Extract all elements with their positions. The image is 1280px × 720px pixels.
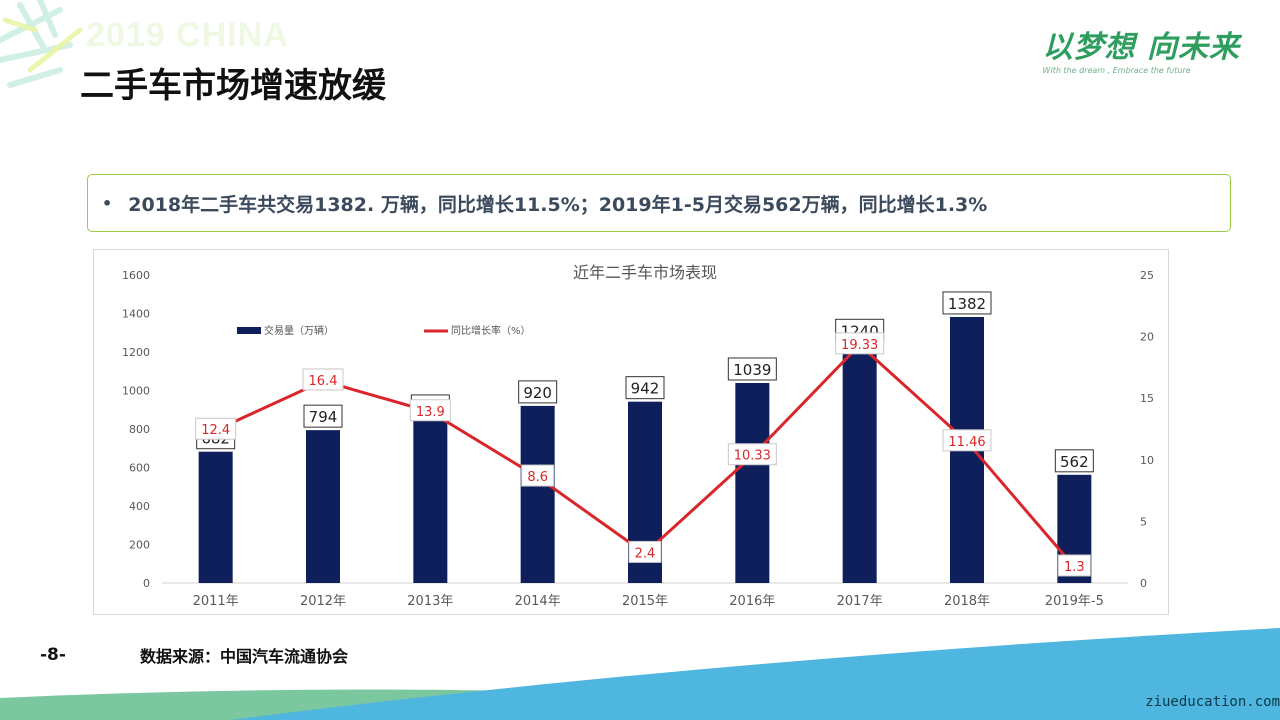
line-value-box <box>302 368 344 391</box>
bar-value-box <box>727 357 777 381</box>
y-right-tick-label: 10 <box>1140 454 1154 467</box>
watermark-text: 2019 CHINA <box>86 16 289 54</box>
y-left-tick-label: 400 <box>129 500 150 513</box>
chart-frame: 近年二手车市场表现 0 200 400 600 800 1000 1200 1400 1600 0 5… <box>93 249 1169 615</box>
x-tick-label: 2013年 <box>407 594 453 609</box>
bar-value-box <box>303 404 343 428</box>
bar-value-box <box>625 376 665 400</box>
y-right-tick-label: 15 <box>1140 392 1154 405</box>
site-watermark: ziueducation.com <box>1145 694 1280 710</box>
legend-bar-label: 交易量（万辆） <box>264 324 334 337</box>
decorative-burst <box>0 0 83 88</box>
line-value-label: 1.3 <box>1064 560 1085 575</box>
bar-value-label: 920 <box>523 384 552 402</box>
bar <box>520 405 555 583</box>
line-value-box <box>195 417 237 440</box>
summary-callout: • 2018年二手车共交易1382. 万辆，同比增长11.5%；2019年1-5… <box>87 174 1231 232</box>
bar <box>735 382 770 583</box>
x-tick-label: 2019年-5 <box>1045 594 1104 609</box>
bar-value-label: 1039 <box>733 361 771 379</box>
x-tick-label: 2017年 <box>837 594 883 609</box>
y-left-tick-label: 1200 <box>122 346 150 359</box>
y-right-tick-label: 5 <box>1140 515 1147 528</box>
y-left-tick-label: 1600 <box>122 269 150 282</box>
y-left-tick-label: 0 <box>143 577 150 590</box>
data-source: 数据来源：中国汽车流通协会 <box>140 647 349 666</box>
bar <box>842 344 877 583</box>
bar-value-label: 794 <box>309 408 338 426</box>
x-tick-label: 2015年 <box>622 594 668 609</box>
bar-value-label: 1382 <box>948 295 986 313</box>
line-value-box <box>1057 554 1091 577</box>
line-value-label: 19.33 <box>841 338 878 353</box>
line-value-label: 16.4 <box>309 374 338 389</box>
line-value-box <box>521 464 555 487</box>
line-value-label: 10.33 <box>734 449 771 464</box>
chart-title: 近年二手车市场表现 <box>573 263 717 282</box>
y-right-tick-label: 25 <box>1140 269 1154 282</box>
line-value-box <box>727 443 777 466</box>
y-left-tick-label: 200 <box>129 539 150 552</box>
legend-line-label: 同比增长率（%） <box>451 324 531 337</box>
logo-slogan: 以梦想 向未来 <box>1042 30 1240 65</box>
bar <box>198 451 233 583</box>
line-value-box <box>409 399 451 422</box>
x-tick-label: 2012年 <box>300 594 346 609</box>
x-tick-label: 2016年 <box>729 594 775 609</box>
line-value-box <box>628 540 662 563</box>
y-left-tick-label: 600 <box>129 462 150 475</box>
logo-tagline: With the dream , Embrace the future <box>1042 66 1191 75</box>
combo-chart: 近年二手车市场表现 0 200 400 600 800 1000 1200 1400 1600 0 5… <box>122 263 1154 609</box>
footer-band <box>0 628 1280 720</box>
brand-logo: 以梦想 向未来 With the dream , Embrace the fut… <box>1043 22 1240 75</box>
x-tick-label: 2011年 <box>193 594 239 609</box>
line-value-box <box>942 429 992 452</box>
line-value-label: 8.6 <box>527 470 548 485</box>
line-value-label: 12.4 <box>201 423 230 438</box>
bar-value-label: 562 <box>1060 453 1089 471</box>
y-left-tick-label: 1000 <box>122 385 150 398</box>
bar-value-label: 942 <box>631 380 660 398</box>
bullet-icon: • <box>102 193 113 213</box>
x-tick-label: 2014年 <box>515 594 561 609</box>
y-right-tick-label: 0 <box>1140 577 1147 590</box>
bar <box>306 430 340 583</box>
bar <box>413 419 448 583</box>
summary-text: 2018年二手车共交易1382. 万辆，同比增长11.5%；2019年1-5月交… <box>128 193 988 216</box>
line-value-label: 2.4 <box>635 546 656 561</box>
page-title: 二手车市场增速放缓 <box>80 66 386 106</box>
y-left-tick-label: 1400 <box>122 308 150 321</box>
x-tick-label: 2018年 <box>944 594 990 609</box>
line-value-label: 13.9 <box>416 405 445 420</box>
legend-bar-swatch <box>237 327 261 334</box>
page-number: -8- <box>40 645 66 665</box>
y-right-tick-label: 20 <box>1140 331 1154 344</box>
bar-value-box <box>518 380 558 404</box>
bar-value-box <box>1054 449 1094 473</box>
line-value-label: 11.46 <box>948 435 985 450</box>
line-value-box <box>835 332 885 355</box>
y-left-tick-label: 800 <box>129 423 150 436</box>
bar-value-box <box>942 291 992 315</box>
